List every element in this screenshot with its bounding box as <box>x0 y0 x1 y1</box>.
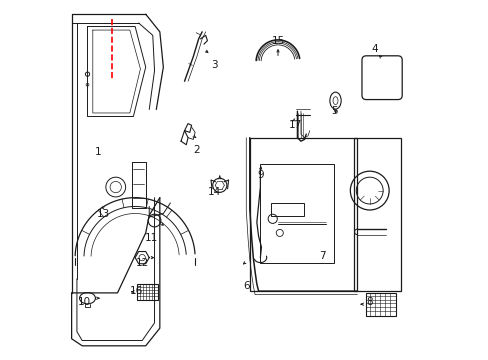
Bar <box>366 293 395 316</box>
Text: 7: 7 <box>318 251 325 261</box>
Text: 8: 8 <box>366 297 372 307</box>
Text: 15: 15 <box>271 36 284 46</box>
Bar <box>249 138 357 291</box>
Text: 12: 12 <box>135 258 148 268</box>
Text: 4: 4 <box>371 45 378 54</box>
Text: 17: 17 <box>288 120 302 130</box>
Text: 2: 2 <box>193 145 200 155</box>
Text: 14: 14 <box>207 187 221 197</box>
Text: 3: 3 <box>211 60 217 70</box>
Text: 10: 10 <box>77 297 90 307</box>
Bar <box>260 164 334 263</box>
Bar <box>270 203 304 216</box>
Text: 11: 11 <box>144 233 157 243</box>
Text: 9: 9 <box>257 170 263 180</box>
Text: 5: 5 <box>330 106 337 116</box>
Bar <box>353 138 401 291</box>
Text: 16: 16 <box>130 286 143 296</box>
Bar <box>137 284 158 300</box>
Text: 13: 13 <box>97 208 110 219</box>
Text: 1: 1 <box>95 147 101 157</box>
Text: 6: 6 <box>243 281 249 291</box>
